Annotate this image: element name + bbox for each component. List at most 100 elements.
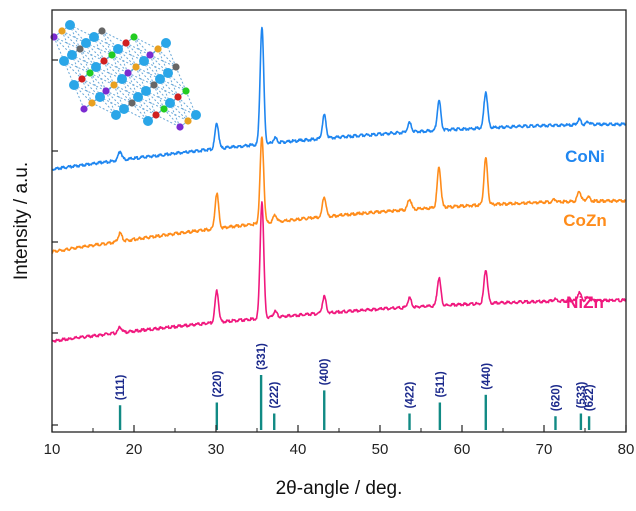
crystal-atom — [58, 27, 66, 35]
crystal-atom — [165, 98, 175, 108]
crystal-atom — [133, 92, 143, 102]
crystal-atom — [128, 99, 136, 107]
crystal-bond — [113, 84, 139, 98]
crystal-bond — [53, 36, 81, 50]
series-label-nizn: NiZn — [566, 293, 604, 312]
crystal-bond — [125, 42, 137, 68]
crystal-bond — [153, 84, 165, 110]
x-tick-label: 60 — [454, 441, 471, 458]
crystal-bond — [103, 60, 129, 74]
crystal-atom — [161, 38, 171, 48]
reference-peak-label: (331) — [256, 343, 268, 370]
crystal-bond — [91, 102, 117, 116]
crystal-bond — [149, 54, 177, 68]
crystal-bond — [79, 48, 91, 74]
reference-peak-label: (111) — [115, 375, 127, 401]
crystal-bond — [105, 90, 133, 104]
crystal-atom — [67, 50, 77, 60]
crystal-atom — [139, 56, 149, 66]
series-line-nizn — [51, 201, 627, 343]
crystal-atom — [95, 92, 105, 102]
crystal-bond — [113, 84, 133, 104]
crystal-atom — [98, 27, 106, 35]
y-ticks — [52, 59, 58, 426]
crystal-atom — [110, 81, 118, 89]
crystal-bond — [125, 42, 151, 56]
crystal-bond — [89, 72, 107, 92]
crystal-atom — [111, 110, 121, 120]
crystal-bond — [111, 54, 129, 74]
crystal-atom — [76, 45, 84, 53]
crystal-bond — [111, 54, 137, 68]
axes — [51, 9, 627, 433]
crystal-structure-inset — [50, 20, 201, 131]
crystal-bond — [79, 48, 105, 62]
series-layer — [51, 26, 627, 343]
crystal-atom — [146, 51, 154, 59]
crystal-atom — [172, 63, 180, 71]
crystal-atom — [143, 116, 153, 126]
x-tick-label: 40 — [290, 441, 307, 458]
x-ticks: 10 20 30 40 50 60 70 80 — [44, 425, 634, 458]
series-line-coni — [51, 26, 627, 171]
crystal-atom — [132, 63, 140, 71]
crystal-bond — [163, 108, 189, 122]
crystal-atom — [155, 74, 165, 84]
crystal-atom — [191, 110, 201, 120]
crystal-bond — [101, 30, 113, 56]
crystal-atom — [88, 99, 96, 107]
crystal-atom — [100, 57, 108, 65]
crystal-bond — [61, 30, 81, 50]
reference-peak-label: (533) — [576, 381, 588, 408]
crystal-bond — [81, 78, 107, 92]
reference-pattern: (111) (220) (331)(222) (400) (422) (511) (440)… — [115, 343, 596, 430]
crystal-atom — [102, 87, 110, 95]
x-tick-label: 70 — [536, 441, 553, 458]
series-line-cozn — [51, 136, 627, 254]
crystal-bond — [61, 30, 87, 44]
crystal-atom — [160, 105, 168, 113]
crystal-atom — [117, 74, 127, 84]
crystal-atom — [89, 32, 99, 42]
crystal-atom — [154, 45, 162, 53]
crystal-bond — [127, 72, 155, 86]
reference-peak-label: (422) — [405, 381, 417, 408]
reference-peak-label: (622) — [584, 384, 596, 411]
reference-peak-label: (222) — [269, 381, 281, 408]
reference-peak-label: (511) — [435, 371, 447, 397]
crystal-atom — [69, 80, 79, 90]
crystal-bond — [131, 102, 157, 116]
crystal-atom — [130, 33, 138, 41]
crystal-bond — [83, 90, 107, 110]
crystal-atom — [80, 105, 88, 113]
crystal-bond — [127, 54, 151, 74]
crystal-atom — [59, 56, 69, 66]
crystal-bond — [177, 96, 189, 122]
plot-frame — [51, 9, 627, 433]
crystal-bond — [133, 36, 159, 50]
crystal-atom — [91, 62, 101, 72]
x-axis-title: 2θ-angle / deg. — [276, 478, 403, 499]
crystal-bond — [103, 60, 115, 86]
reference-peak-label: (440) — [481, 363, 493, 390]
crystal-atom — [124, 69, 132, 77]
crystal-bond — [135, 66, 155, 86]
crystal-bond — [101, 30, 127, 44]
x-tick-label: 20 — [126, 441, 143, 458]
crystal-bond — [163, 108, 181, 128]
crystal-bond — [155, 114, 181, 128]
series-label-coni: CoNi — [565, 147, 605, 166]
crystal-atom — [122, 39, 130, 47]
crystal-atom — [81, 38, 91, 48]
crystal-atom — [176, 123, 184, 131]
crystal-atom — [119, 104, 129, 114]
crystal-bond — [153, 84, 179, 98]
crystal-atom — [150, 81, 158, 89]
crystal-atom — [78, 75, 86, 83]
crystal-bond — [157, 48, 177, 68]
crystal-atom — [141, 86, 151, 96]
crystal-bond — [81, 78, 93, 104]
x-tick-label: 50 — [372, 441, 389, 458]
crystal-atom — [113, 44, 123, 54]
crystal-bond — [133, 36, 151, 56]
